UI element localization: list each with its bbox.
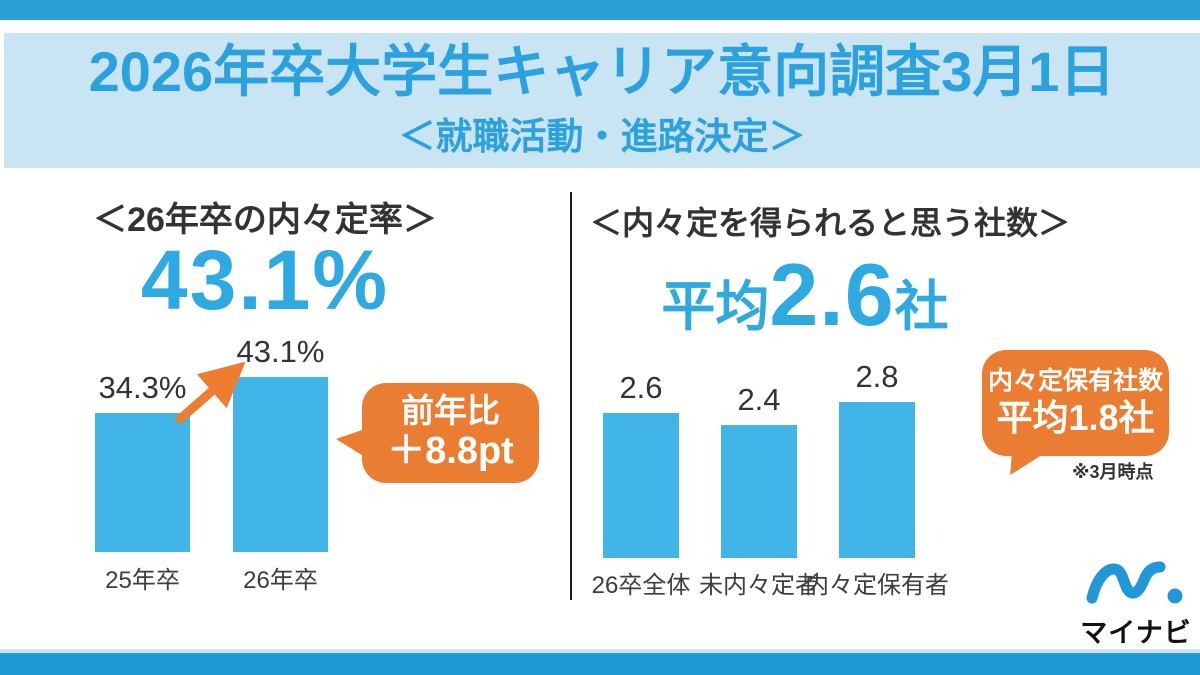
highlight-number: 2.6 — [769, 245, 895, 344]
category-label: 25年卒 — [95, 560, 190, 595]
right-callout-bubble: 内々定保有社数 平均1.8社 — [982, 350, 1169, 456]
category-label-text: 25年卒 — [105, 567, 180, 594]
logo-text: マイナビ — [1080, 618, 1192, 648]
highlight-suffix: 社 — [894, 277, 949, 337]
mynavi-logo: マイナビ — [1080, 556, 1192, 650]
callout-line1: 内々定保有社数 — [987, 367, 1163, 396]
callout-line2: 平均1.8社 — [996, 397, 1155, 439]
highlight-prefix: 平均 — [661, 277, 770, 337]
left-callout-bubble: 前年比 ＋8.8pt — [336, 383, 539, 483]
bar-column-26卒全体: 2.6 — [603, 370, 679, 558]
right-panel-heading: ＜内々定を得られると思う社数＞ — [590, 205, 1071, 241]
left-panel-heading: ＜26年卒の内々定率＞ — [93, 201, 437, 239]
bar-value-label: 2.6 — [619, 370, 663, 405]
right-bar-chart: 2.6 2.4 2.8 26卒全体 未内々定者 内々定保有者 — [592, 345, 949, 600]
right-highlight-value: 平均 2.6 社 — [590, 244, 1020, 346]
category-label-text: 内々定保有者 — [805, 572, 949, 599]
left-highlight-value: 43.1% — [140, 233, 390, 327]
bottom-light-line — [0, 649, 1200, 653]
bar-column-25卒: 34.3% — [95, 370, 190, 552]
category-label-text: 26卒全体 — [591, 572, 691, 599]
growth-arrow-icon — [175, 362, 246, 424]
category-label: 26卒全体 — [592, 565, 691, 600]
top-accent-strip — [0, 0, 1200, 20]
left-bar-chart: 34.3% 43.1% 25年卒 26年卒 — [95, 334, 328, 595]
right-bars-row: 2.6 2.4 2.8 — [603, 345, 915, 558]
bar-26卒全体 — [603, 413, 679, 558]
page-subtitle: ＜就職活動・進路決定＞ — [398, 115, 806, 157]
category-label: 内々定保有者 — [805, 565, 949, 600]
header-banner: 2026年卒大学生キャリア意向調査3月1日 ＜就職活動・進路決定＞ — [4, 33, 1200, 168]
mynavi-wave-icon — [1086, 561, 1183, 604]
bar-25年卒 — [95, 413, 190, 552]
category-label: 26年卒 — [233, 560, 328, 595]
bottom-accent-strip — [0, 653, 1200, 675]
callout-line2: ＋8.8pt — [387, 430, 514, 473]
category-label-text: 未内々定者 — [699, 572, 819, 599]
bar-内々定保有者 — [839, 402, 915, 558]
category-label-text: 26年卒 — [243, 567, 318, 594]
bar-column-26卒: 43.1% — [233, 334, 328, 552]
left-category-labels: 25年卒 26年卒 — [95, 560, 328, 595]
bar-column-内々定保有者: 2.8 — [839, 359, 915, 558]
bar-value-label: 43.1% — [236, 334, 325, 369]
bar-26年卒 — [233, 377, 328, 552]
right-category-labels: 26卒全体 未内々定者 内々定保有者 — [592, 565, 949, 600]
left-bars-row: 34.3% 43.1% — [95, 334, 328, 552]
footnote: ※3月時点 — [1072, 462, 1154, 482]
bar-value-label: 2.4 — [737, 382, 781, 417]
panel-divider — [570, 192, 572, 600]
bar-column-未内々定者: 2.4 — [721, 382, 797, 558]
bar-未内々定者 — [721, 425, 797, 558]
page-title: 2026年卒大学生キャリア意向調査3月1日 — [88, 40, 1116, 104]
category-label: 未内々定者 — [699, 565, 819, 600]
bar-value-label: 2.8 — [855, 359, 899, 394]
callout-line1: 前年比 — [401, 392, 500, 430]
bar-value-label: 34.3% — [98, 370, 187, 405]
